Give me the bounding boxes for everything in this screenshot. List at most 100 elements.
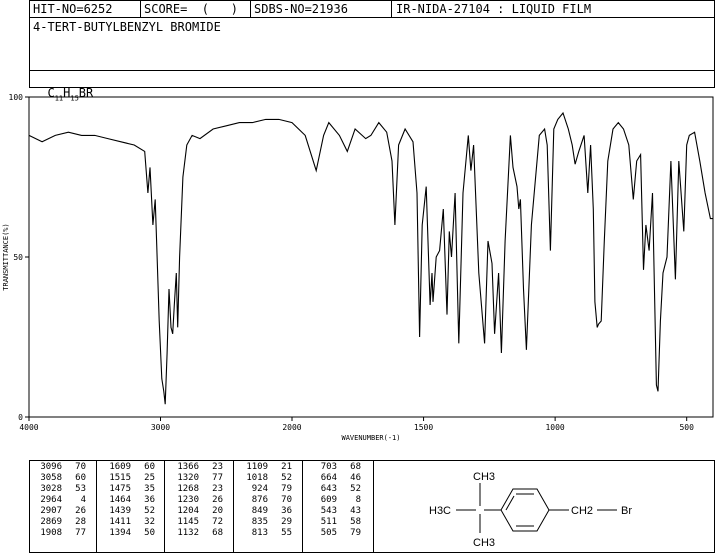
sdbs-no: SDBS-NO=21936 [254, 2, 348, 16]
peak-row: 664 46 [305, 473, 363, 484]
peak-wavenumber: 1268 [177, 484, 199, 494]
peak-transmittance: 29 [281, 517, 292, 527]
peak-transmittance: 70 [75, 462, 86, 472]
peak-transmittance: 26 [212, 495, 223, 505]
peak-transmittance: 36 [144, 495, 155, 505]
label-top-ch3: CH3 [473, 471, 495, 483]
peak-row: 543 43 [305, 506, 363, 517]
peak-wavenumber: 703 [320, 462, 337, 472]
peak-column-divider [164, 460, 165, 553]
peak-row: 1475 35 [99, 484, 157, 495]
peak-column-divider [96, 460, 97, 553]
peak-row: 1018 52 [236, 473, 294, 484]
peak-transmittance: 79 [350, 528, 361, 538]
peak-row: 1230 26 [167, 495, 225, 506]
peak-row: 511 58 [305, 517, 363, 528]
peak-transmittance: 52 [350, 484, 361, 494]
score: SCORE= ( ) [144, 2, 238, 16]
peak-wavenumber: 2907 [40, 506, 62, 516]
peak-wavenumber: 3058 [40, 473, 62, 483]
peak-row: 3028 53 [30, 484, 88, 495]
peak-row: 924 79 [236, 484, 294, 495]
peak-transmittance: 46 [350, 473, 361, 483]
peak-row: 1320 77 [167, 473, 225, 484]
peak-row: 849 36 [236, 506, 294, 517]
y-axis-label: TRANSMITTANCE(%) [2, 223, 10, 290]
peak-wavenumber: 543 [320, 506, 337, 516]
peak-wavenumber: 1475 [109, 484, 131, 494]
header-divider-1 [140, 0, 141, 18]
molecule-structure: CH3 CH3 H3C CH2 Br [429, 471, 632, 549]
peak-transmittance: 72 [212, 517, 223, 527]
peak-wavenumber: 1018 [246, 473, 268, 483]
peak-column: 1109 21 1018 52 924 79 876 70 849 36 835 29 813 55 [236, 462, 294, 539]
peak-wavenumber: 1109 [246, 462, 268, 472]
peak-transmittance: 23 [212, 484, 223, 494]
peak-transmittance: 68 [212, 528, 223, 538]
peak-transmittance: 28 [75, 517, 86, 527]
x-tick-label: 2000 [282, 423, 301, 432]
peak-wavenumber: 505 [320, 528, 337, 538]
ir-nida: IR-NIDA-27104 : LIQUID FILM [396, 2, 592, 16]
x-tick-label: 1500 [414, 423, 433, 432]
peak-wavenumber: 1204 [177, 506, 199, 516]
peak-row: 1204 20 [167, 506, 225, 517]
peak-transmittance: 77 [212, 473, 223, 483]
peak-wavenumber: 511 [320, 517, 337, 527]
peak-row: 505 79 [305, 528, 363, 539]
peak-transmittance: 52 [144, 506, 155, 516]
peak-wavenumber: 664 [320, 473, 337, 483]
peak-row: 813 55 [236, 528, 294, 539]
ir-spectrum-chart: 4000 3000 2000 1500 1000 500 0 50 100 WAVENUMBER(… [2, 93, 714, 442]
peak-row: 876 70 [236, 495, 294, 506]
peak-column-divider [302, 460, 303, 553]
peak-wavenumber: 835 [251, 517, 268, 527]
peak-transmittance: 79 [281, 484, 292, 494]
peak-transmittance: 60 [75, 473, 86, 483]
peak-row: 1464 36 [99, 495, 157, 506]
formula-h-count: 15 [70, 94, 79, 103]
header-divider-2 [250, 0, 251, 18]
peak-row: 1439 52 [99, 506, 157, 517]
x-tick-label: 4000 [19, 423, 38, 432]
peak-transmittance: 26 [75, 506, 86, 516]
peak-row: 1394 50 [99, 528, 157, 539]
peak-row: 1145 72 [167, 517, 225, 528]
peak-row: 609 8 [305, 495, 363, 506]
peak-wavenumber: 849 [251, 506, 268, 516]
formula-h: H [63, 86, 71, 100]
label-left-h3c: H3C [429, 505, 451, 517]
peak-wavenumber: 1394 [109, 528, 131, 538]
peak-transmittance: 36 [281, 506, 292, 516]
benzene-ring [500, 488, 550, 532]
peak-transmittance: 70 [281, 495, 292, 505]
label-bottom-ch3: CH3 [473, 537, 495, 549]
peak-row: 1609 60 [99, 462, 157, 473]
peak-wavenumber: 1908 [40, 528, 62, 538]
peak-column: 1609 60 1515 25 1475 35 1464 36 1439 52 1411 32 1394… [99, 462, 157, 539]
peak-wavenumber: 609 [320, 495, 337, 505]
peak-transmittance: 58 [350, 517, 361, 527]
peak-wavenumber: 924 [251, 484, 268, 494]
peak-wavenumber: 1320 [177, 473, 199, 483]
peak-wavenumber: 643 [320, 484, 337, 494]
y-tick-label: 50 [13, 253, 23, 262]
peak-row: 3058 60 [30, 473, 88, 484]
peak-wavenumber: 1230 [177, 495, 199, 505]
peak-wavenumber: 3028 [40, 484, 62, 494]
peak-column: 703 68 664 46 643 52 609 8 543 43 511 58 505 79 [305, 462, 363, 539]
peak-row: 703 68 [305, 462, 363, 473]
peak-wavenumber: 876 [251, 495, 268, 505]
peak-row: 1132 68 [167, 528, 225, 539]
x-tick-label: 1000 [545, 423, 564, 432]
peak-transmittance: 43 [350, 506, 361, 516]
y-tick-label: 0 [18, 413, 23, 422]
peak-wavenumber: 813 [251, 528, 268, 538]
spectrum-line [28, 111, 713, 405]
peak-transmittance: 20 [212, 506, 223, 516]
peak-transmittance: 4 [80, 495, 86, 505]
peak-transmittance: 35 [144, 484, 155, 494]
peak-transmittance: 32 [144, 517, 155, 527]
y-tick-label: 100 [9, 93, 24, 102]
peak-column-divider [233, 460, 234, 553]
